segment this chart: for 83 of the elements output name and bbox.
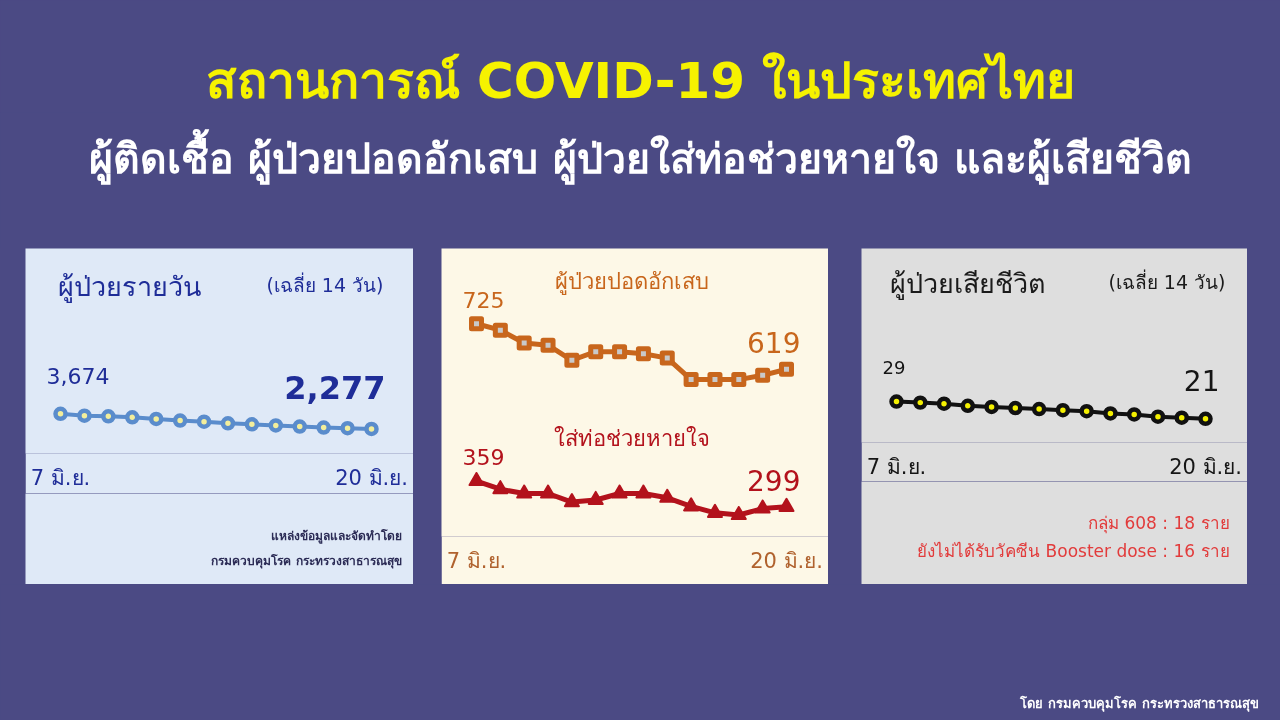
point <box>1174 410 1189 425</box>
point <box>244 417 260 432</box>
point <box>292 419 307 434</box>
point <box>683 497 700 512</box>
point <box>1103 406 1118 421</box>
data-label: 3,674 <box>46 363 110 389</box>
point <box>540 484 557 499</box>
point <box>516 335 532 351</box>
point <box>778 497 795 512</box>
point <box>220 416 236 431</box>
point <box>611 484 628 499</box>
point <box>913 395 928 410</box>
point <box>587 490 604 505</box>
x-tick-label: 7 มิ.ย. <box>866 454 927 479</box>
point <box>635 484 652 499</box>
text: ผู้ป่วยปอดอักเสบ <box>554 268 709 295</box>
point <box>1079 404 1094 419</box>
point <box>960 398 976 414</box>
point <box>1031 401 1047 417</box>
point <box>364 421 379 437</box>
point <box>316 420 331 435</box>
point <box>268 418 284 433</box>
point <box>683 372 699 388</box>
text: (เฉลี่ย 14 วัน) <box>266 271 384 296</box>
point <box>492 322 508 338</box>
data-label: 21 <box>1183 364 1220 398</box>
point <box>731 372 747 388</box>
text: กลุ่ม 608 : 18 ราย <box>1088 512 1230 534</box>
series-label: ใส่ท่อช่วยหายใจ <box>553 426 710 452</box>
point <box>172 413 188 428</box>
point <box>707 372 723 388</box>
data-label: 2,277 <box>284 368 386 407</box>
point <box>1126 407 1142 422</box>
text: โดย กรมควบคุมโรค กระทรวงสาธารณสุข <box>1019 695 1259 712</box>
text: กรมควบคุมโรค กระทรวงสาธารณสุข <box>211 552 402 569</box>
data-label: 29 <box>882 356 906 378</box>
point <box>564 352 580 368</box>
point <box>1055 402 1071 418</box>
point <box>469 316 484 332</box>
point <box>779 361 794 377</box>
text: ผู้ติดเชื้อ ผู้ป่วยปอดอักเสบ ผู้ป่วยใส่ท่อช่วยหายใจ และผู้เสียชีวิต <box>89 128 1192 185</box>
point <box>889 394 904 409</box>
point <box>588 344 604 360</box>
point <box>563 493 580 508</box>
x-tick-label: 20 มิ.ย. <box>335 465 408 490</box>
point <box>659 350 675 366</box>
point <box>196 414 212 429</box>
point <box>540 337 556 353</box>
text: สถานการณ์ COVID-19 ในประเทศไทย <box>205 51 1076 110</box>
point <box>125 410 140 425</box>
point <box>1008 400 1023 416</box>
point <box>730 505 747 521</box>
x-tick-label: 7 มิ.ย. <box>30 465 91 490</box>
data-label: 299 <box>747 464 801 498</box>
point <box>1150 409 1166 424</box>
text: ผู้ป่วยเสียชีวิต <box>889 268 1046 300</box>
point <box>635 346 651 362</box>
point <box>77 408 92 423</box>
x-tick-label: 20 มิ.ย. <box>750 548 823 573</box>
text: ผู้ป่วยรายวัน <box>57 271 201 303</box>
point <box>755 367 771 383</box>
point <box>516 484 533 499</box>
point <box>659 488 676 503</box>
point <box>612 344 628 360</box>
point <box>340 420 355 436</box>
point <box>1198 411 1213 427</box>
point <box>53 406 68 422</box>
point <box>984 399 999 415</box>
point <box>936 396 952 411</box>
point <box>101 409 116 424</box>
text: (เฉลี่ย 14 วัน) <box>1108 268 1226 293</box>
point <box>706 503 723 518</box>
point <box>468 471 485 487</box>
data-label: 619 <box>747 327 801 361</box>
data-label: 725 <box>462 287 505 313</box>
text: ยังไม่ได้รับวัคซีน Booster dose : 16 ราย <box>917 540 1230 561</box>
text: แหล่งข้อมูลและจัดทำโดย <box>270 527 402 544</box>
point <box>492 480 509 495</box>
point <box>754 499 771 514</box>
x-tick-label: 7 มิ.ย. <box>446 548 507 573</box>
point <box>148 411 164 427</box>
x-tick-label: 20 มิ.ย. <box>1169 454 1242 479</box>
data-label: 359 <box>462 445 505 471</box>
